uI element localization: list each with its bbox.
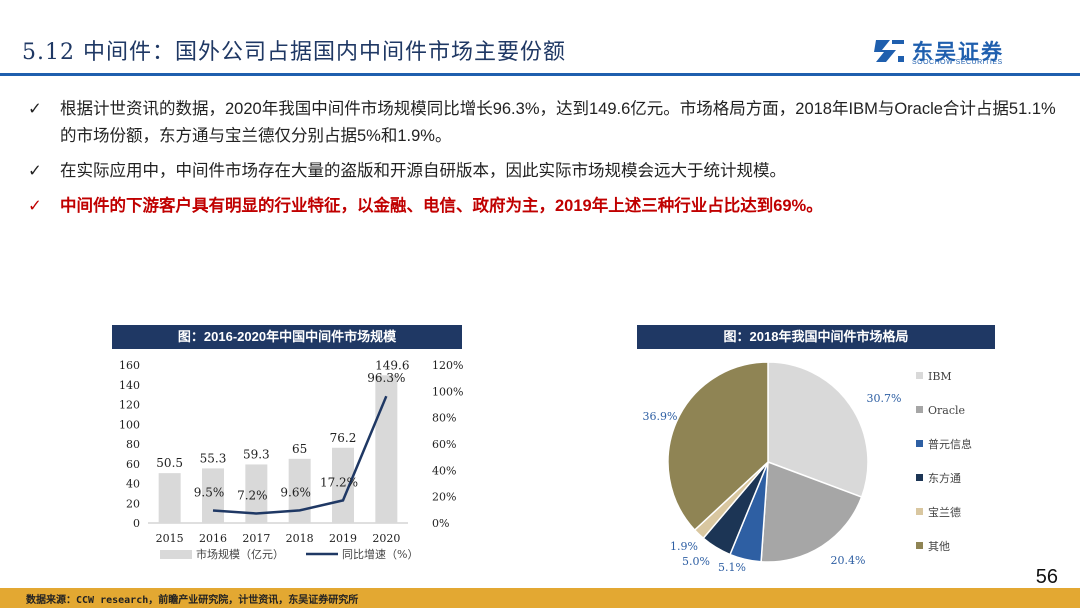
logo-text: 东吴证券 (912, 41, 1004, 64)
legend-label: 东方通 (928, 471, 961, 485)
page-number: 56 (1035, 566, 1058, 588)
legend-label: 同比增速（%） (342, 547, 418, 561)
legend-swatch (916, 372, 923, 379)
slice-value-label: 5.0% (682, 555, 710, 568)
bullet-list: ✓ 根据计世资讯的数据，2020年我国中间件市场规模同比增长96.3%，达到14… (28, 96, 1058, 228)
y-tick-label: 160 (119, 359, 140, 372)
x-tick-label: 2016 (199, 532, 227, 545)
pie-chart: 30.7% 20.4% 5.1% 5.0% 1.9% 36.9% IBM Oracle 普元信息… (643, 361, 972, 574)
check-icon: ✓ (28, 162, 42, 180)
y2-tick-label: 60% (432, 438, 456, 451)
source-note: 数据来源：CCW research，前瞻产业研究院，计世资讯，东吴证券研究所 (26, 595, 359, 606)
legend-label: IBM (928, 370, 952, 383)
slice-value-label: 36.9% (643, 410, 678, 423)
y2-tick-label: 20% (432, 491, 456, 504)
y2-tick-label: 100% (432, 385, 463, 398)
legend-label: 其他 (928, 540, 950, 553)
bar-chart-title: 图：2016-2020年中国中间件市场规模 (112, 325, 462, 349)
y-tick-label: 40 (126, 478, 140, 491)
bar-value-label: 149.6 (375, 358, 409, 372)
legend-swatch (916, 406, 923, 413)
x-tick-label: 2017 (242, 532, 270, 545)
legend-swatch (916, 440, 923, 447)
y2-tick-label: 120% (432, 359, 463, 372)
x-tick-label: 2020 (372, 532, 400, 545)
line-value-label: 17.2% (320, 475, 358, 489)
bar (158, 473, 181, 523)
y-tick-label: 80 (126, 438, 140, 451)
footer-bar: 数据来源：CCW research，前瞻产业研究院，计世资讯，东吴证券研究所 (0, 588, 1080, 608)
line-value-label: 9.5% (194, 485, 225, 499)
growth-line (212, 395, 388, 515)
legend-swatch (916, 474, 923, 481)
page-title: 5.12 中间件：国外公司占据国内中间件市场主要份额 (22, 40, 566, 65)
bar (202, 468, 224, 523)
bullet-text: 根据计世资讯的数据，2020年我国中间件市场规模同比增长96.3%，达到149.… (60, 100, 1056, 145)
logo-mark-icon (874, 40, 904, 62)
bullet-item: ✓ 在实际应用中，中间件市场存在大量的盗版和开源自研版本，因此实际市场规模会远大… (28, 158, 1058, 185)
line-value-label: 96.3% (367, 371, 405, 385)
bar-line-chart: 0 20 40 60 80 100 120 140 160 0% 20% 40% 60% 80% 100% 1… (119, 358, 463, 561)
x-tick-label: 2019 (329, 532, 357, 545)
legend-swatch-bar (160, 550, 192, 559)
slide-header: 5.12 中间件：国外公司占据国内中间件市场主要份额 东吴证券 SOOCHOW … (0, 0, 1080, 76)
y-tick-label: 20 (126, 497, 140, 510)
legend-label: Oracle (928, 404, 965, 417)
slice-value-label: 1.9% (670, 540, 698, 553)
bar (245, 464, 268, 523)
line-value-label: 9.6% (280, 485, 311, 499)
bar-value-label: 55.3 (200, 451, 227, 465)
slice-value-label: 5.1% (718, 561, 746, 574)
bullet-text: 中间件的下游客户具有明显的行业特征，以金融、电信、政府为主，2019年上述三种行… (60, 197, 823, 215)
company-logo: 东吴证券 SOOCHOW SECURITIES (872, 36, 1032, 66)
y-tick-label: 0 (133, 517, 140, 530)
legend-swatch (916, 508, 923, 515)
logo-subtext: SOOCHOW SECURITIES (912, 59, 1003, 66)
bar-value-label: 76.2 (330, 431, 357, 445)
legend-swatch (916, 542, 923, 549)
x-tick-label: 2015 (156, 532, 184, 545)
legend-label: 市场规模（亿元） (196, 547, 284, 561)
bullet-item: ✓ 根据计世资讯的数据，2020年我国中间件市场规模同比增长96.3%，达到14… (28, 96, 1058, 150)
slice-value-label: 20.4% (831, 554, 866, 567)
y-tick-label: 100 (119, 418, 140, 431)
pie-chart-title: 图：2018年我国中间件市场格局 (637, 325, 995, 349)
y2-tick-label: 0% (432, 517, 449, 530)
check-icon: ✓ (28, 197, 42, 215)
pie-slice (760, 460, 863, 563)
bar (288, 458, 311, 523)
legend-label: 普元信息 (928, 437, 972, 451)
bullet-item-highlight: ✓ 中间件的下游客户具有明显的行业特征，以金融、电信、政府为主，2019年上述三… (28, 193, 1058, 220)
x-tick-label: 2018 (286, 532, 314, 545)
bullet-text: 在实际应用中，中间件市场存在大量的盗版和开源自研版本，因此实际市场规模会远大于统… (60, 162, 786, 180)
title-divider (0, 73, 1080, 76)
legend-label: 宝兰德 (928, 505, 961, 519)
bar-value-label: 59.3 (243, 447, 270, 461)
slice-value-label: 30.7% (867, 392, 902, 405)
bar-value-label: 50.5 (156, 456, 183, 470)
check-icon: ✓ (28, 100, 42, 118)
line-value-label: 7.2% (237, 489, 267, 503)
y-tick-label: 60 (126, 458, 140, 471)
y2-tick-label: 80% (432, 412, 456, 425)
pie-slice (767, 361, 869, 499)
bar (332, 447, 354, 523)
bar-value-label: 65 (292, 442, 307, 456)
pie-slice (667, 361, 769, 532)
y2-tick-label: 40% (432, 464, 456, 477)
y-tick-label: 140 (119, 379, 140, 392)
y-tick-label: 120 (119, 399, 140, 412)
